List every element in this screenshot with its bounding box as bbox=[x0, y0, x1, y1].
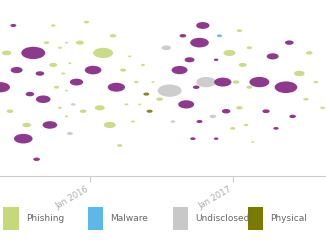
Circle shape bbox=[2, 50, 11, 55]
Circle shape bbox=[44, 41, 49, 44]
Circle shape bbox=[157, 85, 182, 97]
Circle shape bbox=[51, 24, 55, 27]
Circle shape bbox=[131, 121, 135, 122]
Circle shape bbox=[70, 79, 83, 86]
Circle shape bbox=[170, 120, 175, 123]
Circle shape bbox=[65, 42, 68, 44]
Circle shape bbox=[141, 64, 145, 66]
FancyBboxPatch shape bbox=[88, 207, 103, 230]
Circle shape bbox=[11, 67, 22, 73]
Circle shape bbox=[214, 59, 218, 61]
Circle shape bbox=[147, 110, 153, 113]
Circle shape bbox=[10, 24, 16, 27]
Circle shape bbox=[267, 53, 279, 60]
Circle shape bbox=[151, 81, 155, 83]
Circle shape bbox=[193, 86, 200, 89]
Circle shape bbox=[244, 124, 248, 126]
Circle shape bbox=[180, 34, 186, 37]
Circle shape bbox=[223, 50, 235, 56]
Circle shape bbox=[236, 106, 243, 110]
Circle shape bbox=[84, 21, 89, 24]
Circle shape bbox=[65, 116, 68, 117]
Circle shape bbox=[33, 158, 40, 161]
Circle shape bbox=[134, 81, 139, 83]
Circle shape bbox=[162, 45, 171, 50]
FancyBboxPatch shape bbox=[248, 207, 263, 230]
Circle shape bbox=[0, 82, 10, 92]
Circle shape bbox=[108, 83, 125, 92]
Circle shape bbox=[217, 34, 222, 37]
Circle shape bbox=[262, 109, 270, 113]
Circle shape bbox=[171, 66, 187, 74]
Circle shape bbox=[7, 110, 13, 113]
Circle shape bbox=[246, 86, 252, 89]
Circle shape bbox=[214, 137, 218, 140]
Circle shape bbox=[93, 48, 113, 58]
Circle shape bbox=[138, 104, 141, 105]
FancyBboxPatch shape bbox=[173, 207, 188, 230]
Circle shape bbox=[178, 100, 194, 109]
Text: Undisclosed: Undisclosed bbox=[195, 214, 250, 222]
Circle shape bbox=[303, 98, 309, 101]
Circle shape bbox=[43, 121, 57, 129]
Circle shape bbox=[197, 120, 202, 123]
Circle shape bbox=[239, 63, 247, 67]
Circle shape bbox=[251, 141, 254, 143]
Text: Malware: Malware bbox=[111, 214, 148, 222]
Circle shape bbox=[190, 38, 209, 48]
Circle shape bbox=[58, 47, 62, 49]
Circle shape bbox=[214, 78, 231, 86]
Circle shape bbox=[285, 40, 294, 45]
Circle shape bbox=[196, 22, 210, 29]
Circle shape bbox=[128, 56, 131, 57]
Circle shape bbox=[26, 92, 34, 96]
Circle shape bbox=[110, 34, 116, 37]
Text: Phishing: Phishing bbox=[26, 214, 64, 222]
Circle shape bbox=[294, 71, 304, 76]
Circle shape bbox=[249, 77, 269, 87]
Circle shape bbox=[289, 115, 296, 118]
Circle shape bbox=[306, 51, 313, 55]
Circle shape bbox=[143, 93, 149, 96]
Circle shape bbox=[237, 29, 242, 32]
Circle shape bbox=[117, 144, 122, 147]
Circle shape bbox=[22, 123, 31, 127]
Circle shape bbox=[76, 41, 84, 45]
Circle shape bbox=[273, 127, 279, 130]
Circle shape bbox=[275, 81, 297, 93]
Circle shape bbox=[80, 110, 86, 113]
Circle shape bbox=[36, 71, 44, 76]
Circle shape bbox=[156, 98, 163, 101]
Circle shape bbox=[124, 103, 128, 105]
Circle shape bbox=[58, 107, 62, 109]
Circle shape bbox=[65, 90, 68, 91]
Circle shape bbox=[104, 122, 116, 128]
Circle shape bbox=[68, 62, 71, 64]
Circle shape bbox=[71, 103, 76, 106]
Circle shape bbox=[320, 107, 325, 109]
Circle shape bbox=[120, 69, 126, 72]
Circle shape bbox=[222, 109, 230, 113]
Circle shape bbox=[67, 132, 73, 135]
Circle shape bbox=[36, 96, 51, 103]
Circle shape bbox=[21, 47, 45, 59]
Circle shape bbox=[185, 57, 195, 62]
Circle shape bbox=[95, 105, 105, 110]
Circle shape bbox=[14, 134, 33, 144]
Circle shape bbox=[233, 80, 239, 84]
Circle shape bbox=[54, 86, 59, 89]
Circle shape bbox=[210, 115, 216, 118]
Text: Physical: Physical bbox=[270, 214, 307, 222]
FancyBboxPatch shape bbox=[3, 207, 19, 230]
Circle shape bbox=[314, 81, 318, 83]
Circle shape bbox=[247, 46, 252, 49]
Circle shape bbox=[190, 137, 196, 140]
Circle shape bbox=[85, 66, 101, 74]
Circle shape bbox=[49, 63, 57, 67]
Circle shape bbox=[61, 73, 65, 74]
Circle shape bbox=[230, 127, 235, 130]
Circle shape bbox=[196, 77, 216, 87]
